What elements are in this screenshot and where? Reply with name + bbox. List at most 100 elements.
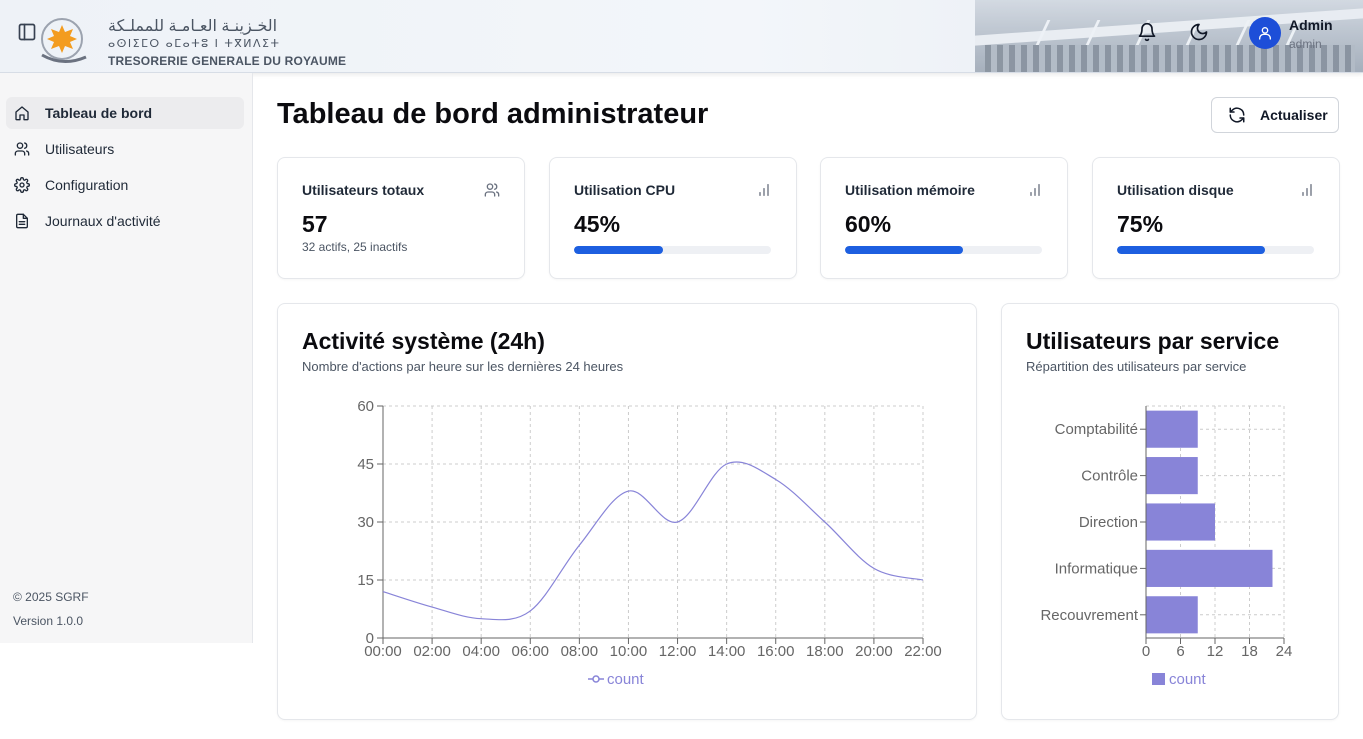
stat-card-memory: Utilisation mémoire 60% [820,157,1068,279]
logo-arabic-text: الخـزينـة العـامـة للمملـكة [108,18,278,35]
sidebar-item-label: Configuration [45,177,129,193]
activity-chart-card: Activité système (24h) Nombre d'actions … [277,303,977,720]
stat-card-cpu: Utilisation CPU 45% [549,157,797,279]
progress-bar-fill [574,246,663,254]
x-tick-label: 02:00 [413,643,451,660]
bell-icon[interactable] [1137,22,1157,42]
progress-bar-fill [845,246,964,254]
user-role: admin [1289,37,1322,51]
page-title: Tableau de bord administrateur [277,98,709,130]
logo-tifinagh-text: ⴰⵙⵏⵉⵎⵔ ⴰⵎⴰⵜⵓ ⵏ ⵜⴳⵍⴷⵉⵜ [108,37,281,50]
moon-icon[interactable] [1189,22,1209,42]
x-tick-label: 08:00 [561,643,599,660]
header-banner-image [975,0,1363,72]
sidebar-item-label: Utilisateurs [45,141,115,157]
stat-title: Utilisation mémoire [845,182,975,198]
home-icon [14,105,30,121]
refresh-button-label: Actualiser [1260,107,1328,123]
y-tick-label: Recouvrement [1040,607,1138,624]
y-tick-label: 0 [366,630,374,647]
refresh-icon [1228,106,1246,124]
progress-bar-track [574,246,771,254]
y-tick-label: Contrôle [1081,468,1138,485]
activity-line-chart: 00:00 02:00 04:00 06:00 08:00 10:00 12:00 14:00… [357,398,942,688]
users-icon [14,141,30,157]
x-tick-label: 20:00 [855,643,893,660]
file-text-icon [14,213,30,229]
chart-description: Répartition des utilisateurs par service [1026,359,1247,374]
sidebar: Tableau de bord Utilisateurs Configurati… [0,73,253,643]
stat-subtext: 32 actifs, 25 inactifs [302,240,408,254]
stat-title: Utilisation CPU [574,182,676,198]
series-line-count [382,461,924,621]
bar-chart-icon [1027,182,1043,198]
y-tick-label: 30 [357,514,374,531]
y-tick-label: Direction [1079,514,1138,531]
bar-direction [1146,503,1215,541]
y-tick-label: Informatique [1055,560,1138,577]
sidebar-item-tableau-de-bord[interactable]: Tableau de bord [6,97,244,129]
y-tick-label: 45 [357,456,374,473]
chart-description: Nombre d'actions par heure sur les derni… [302,359,624,374]
services-chart-card: Utilisateurs par service Répartition des… [1001,303,1339,720]
y-tick-label: 60 [357,398,374,415]
x-tick-label: 04:00 [462,643,500,660]
bar-recouvrement [1146,596,1198,634]
user-name[interactable]: Admin [1289,17,1333,33]
x-tick-label: 12:00 [659,643,697,660]
legend-swatch [1152,673,1165,685]
chart-title: Activité système (24h) [302,328,545,354]
x-tick-label: 18:00 [806,643,844,660]
version-text: Version 1.0.0 [13,614,84,628]
sidebar-item-label: Tableau de bord [45,105,153,121]
x-tick-label: 14:00 [708,643,746,660]
tgr-logo-emblem [38,17,88,65]
users-icon [484,182,500,198]
stat-value: 45% [574,211,621,237]
chart-title: Utilisateurs par service [1026,328,1280,354]
stat-value: 57 [302,211,328,237]
x-tick-label: 10:00 [610,643,648,660]
user-icon [1257,25,1273,41]
x-tick-label: 6 [1176,643,1184,660]
x-tick-label: 18 [1241,643,1258,660]
stat-card-users: Utilisateurs totaux 57 32 actifs, 25 ina… [277,157,525,279]
legend-marker [592,675,600,683]
services-bar-chart: 0 6 12 18 24 Comptabilité Contrôle Direction Inf… [1040,405,1293,688]
x-tick-label: 00:00 [364,643,402,660]
sidebar-item-configuration[interactable]: Configuration [6,169,244,201]
x-tick-label: 24 [1276,643,1293,660]
stat-value: 75% [1117,211,1164,237]
stat-value: 60% [845,211,892,237]
progress-bar-track [1117,246,1314,254]
y-tick-label: 15 [357,572,374,589]
stat-card-disk: Utilisation disque 75% [1092,157,1340,279]
refresh-button[interactable]: Actualiser [1211,97,1339,133]
x-tick-label: 06:00 [511,643,549,660]
stat-title: Utilisateurs totaux [302,182,425,198]
sidebar-item-utilisateurs[interactable]: Utilisateurs [6,133,244,165]
app-header: الخـزينـة العـامـة للمملـكة ⴰⵙⵏⵉⵎⵔ ⴰⵎⴰⵜⵓ… [0,0,1363,73]
x-tick-label: 0 [1142,643,1150,660]
sidebar-item-journaux[interactable]: Journaux d'activité [6,205,244,237]
legend-label: count [607,671,645,688]
sidebar-item-label: Journaux d'activité [45,213,161,229]
x-tick-label: 16:00 [757,643,795,660]
bar-chart-icon [1299,182,1315,198]
logo-latin-text: TRESORERIE GENERALE DU ROYAUME [108,54,347,68]
progress-bar-fill [1117,246,1265,254]
y-tick-label: Comptabilité [1055,421,1138,438]
stat-title: Utilisation disque [1117,182,1234,198]
progress-bar-track [845,246,1042,254]
x-tick-label: 22:00 [904,643,942,660]
user-avatar[interactable] [1249,17,1281,49]
sidebar-toggle-icon[interactable] [17,22,37,42]
legend-label: count [1169,671,1207,688]
copyright-text: © 2025 SGRF [13,590,89,604]
bar-comptabilité [1146,410,1198,448]
gear-icon [14,177,30,193]
x-tick-label: 12 [1207,643,1224,660]
bar-informatique [1146,549,1273,587]
bar-chart-icon [756,182,772,198]
bar-contrôle [1146,457,1198,495]
